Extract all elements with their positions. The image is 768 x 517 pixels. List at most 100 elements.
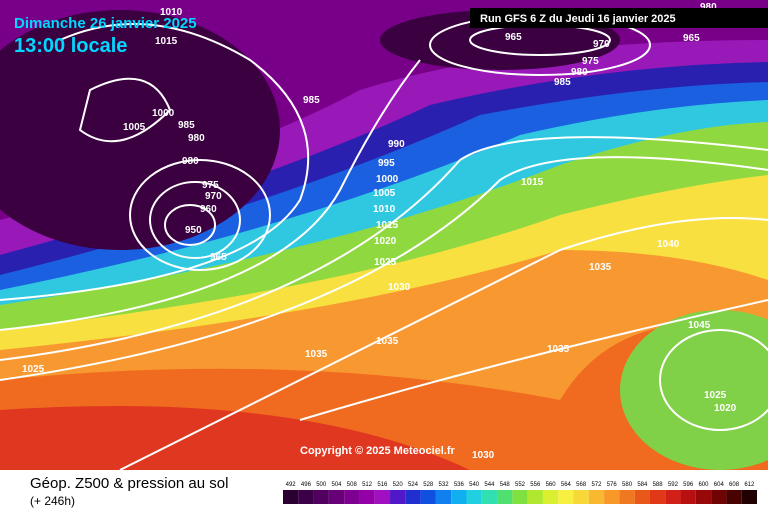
colorbar-label: 500: [316, 482, 327, 488]
colorbar-label: 548: [500, 482, 511, 488]
isobar-label: 1030: [388, 282, 411, 293]
run-text: Run GFS 6 Z du Jeudi 16 janvier 2025: [480, 13, 676, 25]
colorbar-label: 560: [546, 482, 557, 488]
isobar-label: 1030: [472, 450, 495, 461]
colorbar-swatch: [344, 490, 360, 504]
isobar-label: 1015: [521, 177, 544, 188]
isobar-label: 1025: [704, 390, 727, 401]
colorbar-swatch: [497, 490, 513, 504]
isobar-label: 1040: [657, 239, 680, 250]
colorbar-swatch: [512, 490, 528, 504]
colorbar-label: 576: [607, 482, 618, 488]
isobar-label: 1000: [152, 108, 175, 119]
isobar-label: 990: [388, 139, 405, 150]
colorbar-swatch: [665, 490, 681, 504]
colorbar-label: 540: [469, 482, 480, 488]
colorbar-swatch: [451, 490, 467, 504]
isobar-label: 970: [205, 191, 222, 202]
colorbar-swatch: [726, 490, 742, 504]
colorbar-label: 524: [408, 482, 419, 488]
colorbar-label: 508: [347, 482, 358, 488]
footer-title: Géop. Z500 & pression au sol: [30, 475, 228, 492]
background-field: [0, 0, 768, 470]
colorbar-label: 528: [423, 482, 434, 488]
colorbar-swatch: [634, 490, 650, 504]
colorbar-label: 516: [377, 482, 388, 488]
colorbar-label: 544: [484, 482, 495, 488]
isobar-label: 980: [571, 67, 588, 78]
colorbar-label: 584: [637, 482, 648, 488]
isobar-label: 1025: [22, 364, 45, 375]
colorbar-label: 536: [454, 482, 465, 488]
colorbar-swatch: [741, 490, 757, 504]
isobar-label: 985: [554, 77, 571, 88]
colorbar-swatch: [542, 490, 559, 504]
isobar-label: 965: [505, 32, 522, 43]
colorbar-swatch: [390, 490, 406, 504]
colorbar-swatch: [298, 490, 314, 504]
colorbar-label: 596: [683, 482, 694, 488]
colorbar-swatch: [405, 490, 421, 504]
colorbar-swatch: [283, 490, 299, 504]
isobar-label: 980: [182, 156, 199, 167]
isobar-label: 975: [582, 56, 599, 67]
colorbar-label: 496: [301, 482, 312, 488]
colorbar-label: 556: [530, 482, 541, 488]
colorbar-swatch: [619, 490, 635, 504]
isobar-label: 1035: [305, 349, 328, 360]
isobar-label: 1035: [547, 344, 570, 355]
isobar-label: 1025: [374, 257, 397, 268]
isobar-label: 980: [700, 2, 717, 13]
isobar-label: 995: [378, 158, 395, 169]
isobar-label: 970: [593, 39, 610, 50]
isobar-label: 985: [178, 120, 195, 131]
isobar-label: 1035: [376, 336, 399, 347]
isobar-label: 980: [188, 133, 205, 144]
isobar-labels: 1010101510051000985980980975970960950965…: [22, 2, 737, 461]
colorbar-label: 572: [591, 482, 602, 488]
colorbar-label: 520: [393, 482, 404, 488]
colorbar-swatch: [604, 490, 620, 504]
colorbar-swatch: [313, 490, 329, 504]
map-time: 13:00 locale: [14, 35, 127, 57]
colorbar-label: 492: [286, 482, 297, 488]
isobar-label: 960: [200, 204, 217, 215]
colorbar-swatch: [588, 490, 605, 504]
colorbar-swatch: [558, 490, 574, 504]
isobar-label: 1005: [373, 188, 396, 199]
colorbar-label: 600: [698, 482, 709, 488]
colorbar-swatch: [573, 490, 589, 504]
map-date: Dimanche 26 janvier 2025: [14, 15, 197, 32]
colorbar-swatch: [420, 490, 436, 504]
colorbar-swatch: [435, 490, 452, 504]
colorbar-swatch: [527, 490, 543, 504]
isobar-label: 1015: [155, 36, 178, 47]
colorbar-label: 552: [515, 482, 526, 488]
colorbar-swatch: [466, 490, 482, 504]
run-box: [470, 8, 768, 28]
isobar-label: 1020: [374, 236, 397, 247]
colorbar-label: 592: [668, 482, 679, 488]
colorbar-swatch: [328, 490, 345, 504]
isobar-label: 1020: [714, 403, 737, 414]
isobar-label: 1035: [589, 262, 612, 273]
copyright: Copyright © 2025 Meteociel.fr: [300, 445, 456, 457]
isobar-label: 965: [210, 252, 227, 263]
isobar-label: 1015: [376, 220, 399, 231]
colorbar-swatch: [680, 490, 696, 504]
isobar-label: 1005: [123, 122, 146, 133]
colorbar-label: 564: [561, 482, 572, 488]
isobar-label: 1010: [160, 7, 183, 18]
isobar-label: 965: [683, 33, 700, 44]
colorbar-label: 612: [744, 482, 755, 488]
isobars: [0, 14, 768, 471]
isobar-label: 985: [303, 95, 320, 106]
colorbar-swatch: [359, 490, 375, 504]
colorbar-label: 532: [439, 482, 450, 488]
colorbar-label: 580: [622, 482, 633, 488]
isobar-label: 1000: [376, 174, 399, 185]
colorbar-label: 568: [576, 482, 587, 488]
colorbar-swatch: [711, 490, 727, 504]
colorbar-label: 604: [714, 482, 725, 488]
